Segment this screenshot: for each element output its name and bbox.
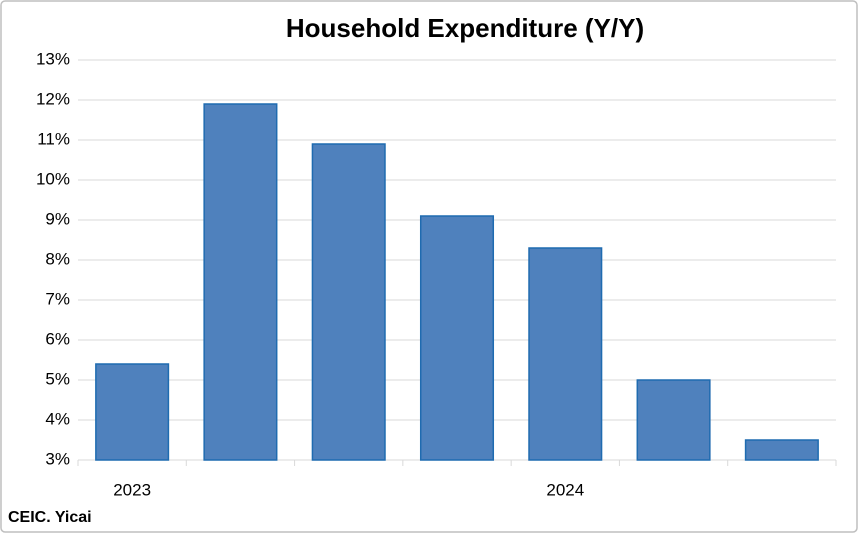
y-tick-label: 5% — [45, 369, 70, 388]
y-tick-label: 13% — [36, 49, 70, 68]
y-tick-label: 12% — [36, 89, 70, 108]
y-tick-label: 3% — [45, 449, 70, 468]
source-note: CEIC. Yicai — [8, 509, 92, 526]
y-tick-label: 6% — [45, 329, 70, 348]
bar — [203, 103, 278, 461]
x-tick-label: 2023 — [113, 480, 151, 499]
y-tick-label: 7% — [45, 289, 70, 308]
y-tick-label: 10% — [36, 169, 70, 188]
bar — [419, 215, 495, 461]
y-tick-label: 9% — [45, 209, 70, 228]
bar — [744, 439, 819, 461]
y-tick-label: 8% — [45, 249, 70, 268]
x-tick-label: 2024 — [546, 480, 584, 499]
chart-title: Household Expenditure (Y/Y) — [286, 13, 644, 43]
bar — [528, 247, 603, 461]
y-tick-label: 11% — [37, 129, 70, 148]
bar — [95, 363, 170, 461]
bar — [636, 379, 711, 461]
bar — [311, 143, 386, 461]
y-tick-label: 4% — [45, 409, 70, 428]
